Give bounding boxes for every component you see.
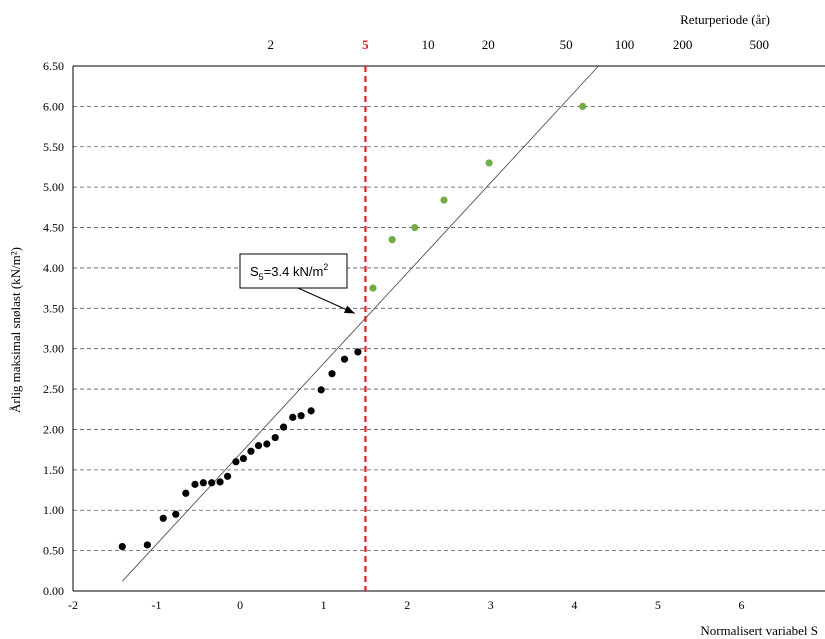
x-axis-label: Normalisert variabel S bbox=[700, 623, 818, 638]
return-period-tick-label: 10 bbox=[422, 37, 435, 52]
return-period-tick-label: 5 bbox=[362, 37, 369, 52]
annotation-box bbox=[239, 253, 348, 289]
y-tick-label: 4.00 bbox=[43, 261, 64, 275]
y-tick-labels: 0.00 0.50 1.00 1.50 2.00 2.50 3.00 3.50 4.00 4.50… bbox=[43, 59, 64, 598]
y-axis-label: Årlig maksimal snølast (kN/m²) bbox=[8, 247, 23, 413]
data-point bbox=[328, 370, 336, 378]
data-points bbox=[118, 102, 587, 551]
data-point-upper bbox=[369, 284, 377, 292]
y-tick-label: 1.50 bbox=[43, 463, 64, 477]
annotation-arrow-line bbox=[297, 287, 355, 314]
x-tick-label: -1 bbox=[152, 598, 162, 612]
x-tick-label: 0 bbox=[237, 598, 243, 612]
annotation-label-rest: =3.4 kN/m bbox=[264, 264, 324, 279]
y-tick-label: 5.00 bbox=[43, 180, 64, 194]
annotation-arrow-head bbox=[343, 305, 355, 314]
y-tick-label: 2.50 bbox=[43, 382, 64, 396]
data-point bbox=[239, 454, 248, 463]
data-point bbox=[223, 472, 232, 480]
data-point bbox=[254, 442, 263, 450]
y-tick-label: 6.00 bbox=[43, 99, 64, 113]
x-tick-label: 3 bbox=[488, 598, 494, 612]
y-tick-label: 0.50 bbox=[43, 544, 64, 558]
plot-frame bbox=[72, 65, 825, 592]
y-tick-label: 6.50 bbox=[43, 59, 64, 73]
y-tick-label: 2.00 bbox=[43, 422, 64, 436]
x-tick-label: 6 bbox=[738, 598, 744, 612]
data-point bbox=[279, 423, 288, 431]
x-tick-label: 1 bbox=[321, 598, 327, 612]
data-point bbox=[307, 407, 315, 415]
data-point bbox=[182, 489, 190, 497]
data-point bbox=[289, 413, 297, 421]
data-point bbox=[199, 479, 207, 487]
y-tick-label: 0.00 bbox=[43, 584, 64, 598]
data-point bbox=[317, 386, 325, 394]
x-tick-label: 4 bbox=[571, 598, 577, 612]
x-tick-label: 5 bbox=[655, 598, 661, 612]
data-point bbox=[208, 479, 216, 487]
annotation-label-sub: 5 bbox=[259, 272, 264, 282]
x-tick-label: 2 bbox=[404, 598, 410, 612]
return-period-tick-label: 20 bbox=[482, 37, 495, 52]
return-period-tick-labels: 2 5 10 20 50 100 200 500 bbox=[267, 37, 769, 52]
data-point bbox=[118, 542, 126, 551]
data-point bbox=[263, 440, 271, 448]
annotation-label: S5=3.4 kN/m2 bbox=[250, 262, 328, 282]
data-point bbox=[172, 510, 180, 518]
data-point bbox=[143, 541, 151, 549]
gridlines bbox=[73, 65, 825, 552]
data-point bbox=[159, 514, 167, 522]
data-point bbox=[232, 458, 240, 466]
data-point bbox=[340, 355, 349, 363]
data-point-upper bbox=[411, 223, 419, 232]
data-point bbox=[271, 433, 279, 442]
data-point bbox=[297, 412, 305, 420]
y-tick-label: 3.50 bbox=[43, 301, 64, 315]
fit-line-group bbox=[121, 65, 599, 582]
data-point bbox=[247, 447, 255, 455]
return-period-tick-label: 200 bbox=[673, 37, 693, 52]
data-point-upper bbox=[388, 236, 396, 244]
data-point-upper bbox=[485, 159, 493, 167]
top-axis-label: Returperiode (år) bbox=[680, 12, 770, 27]
data-point bbox=[191, 480, 199, 488]
data-point bbox=[354, 348, 362, 356]
return-period-tick-label: 500 bbox=[750, 37, 770, 52]
y-tick-label: 4.50 bbox=[43, 221, 64, 235]
x-tick-label: -2 bbox=[68, 598, 78, 612]
return-period-tick-label: 100 bbox=[615, 37, 635, 52]
x-tick-labels: -2 -1 0 1 2 3 4 5 6 bbox=[68, 598, 744, 612]
data-point-upper bbox=[440, 196, 448, 204]
annotation-group: S5=3.4 kN/m2 bbox=[239, 253, 355, 314]
return-period-tick-label: 2 bbox=[267, 37, 274, 52]
annotation-label-main: S bbox=[250, 264, 259, 279]
y-tick-label: 5.50 bbox=[43, 140, 64, 154]
data-point-upper bbox=[579, 102, 587, 110]
return-period-tick-label: 50 bbox=[560, 37, 573, 52]
y-tick-label: 1.00 bbox=[43, 503, 64, 517]
data-point bbox=[216, 478, 224, 486]
fit-line bbox=[121, 65, 599, 582]
annotation-label-sup: 2 bbox=[323, 262, 328, 272]
y-tick-label: 3.00 bbox=[43, 342, 64, 356]
